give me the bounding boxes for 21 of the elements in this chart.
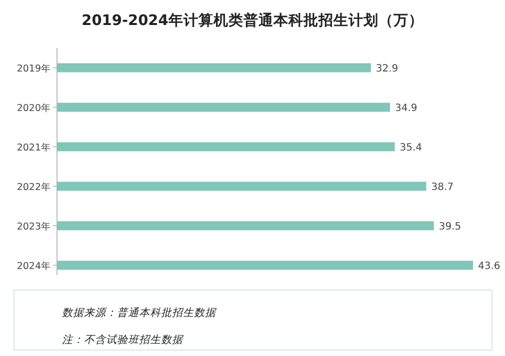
data-label: 32.9 bbox=[376, 63, 398, 74]
y-tick-label: 2020年 bbox=[16, 102, 51, 114]
bar bbox=[57, 63, 371, 72]
y-tick-label: 2024年 bbox=[16, 260, 51, 272]
bar bbox=[57, 260, 473, 270]
y-tick-label: 2019年 bbox=[16, 62, 51, 74]
bar bbox=[57, 182, 426, 191]
data-label: 35.4 bbox=[400, 142, 422, 154]
bar bbox=[57, 142, 395, 152]
source-note: 数据来源：普通本科批招生数据 bbox=[62, 306, 217, 319]
y-tick-label: 2022年 bbox=[16, 180, 51, 193]
bar bbox=[57, 102, 390, 112]
data-label: 39.5 bbox=[438, 221, 462, 232]
data-label: 34.9 bbox=[394, 102, 418, 114]
data-label: 38.7 bbox=[431, 182, 454, 193]
chart-title: 2019-2024年计算机类普通本科批招生计划（万） bbox=[82, 11, 424, 29]
text: 注：不含试验班招生数据 bbox=[62, 334, 184, 346]
data-label: 43.6 bbox=[478, 260, 500, 272]
y-tick-label: 2023年 bbox=[16, 220, 51, 232]
bar bbox=[57, 221, 434, 230]
y-tick-label: 2021年 bbox=[16, 141, 51, 154]
